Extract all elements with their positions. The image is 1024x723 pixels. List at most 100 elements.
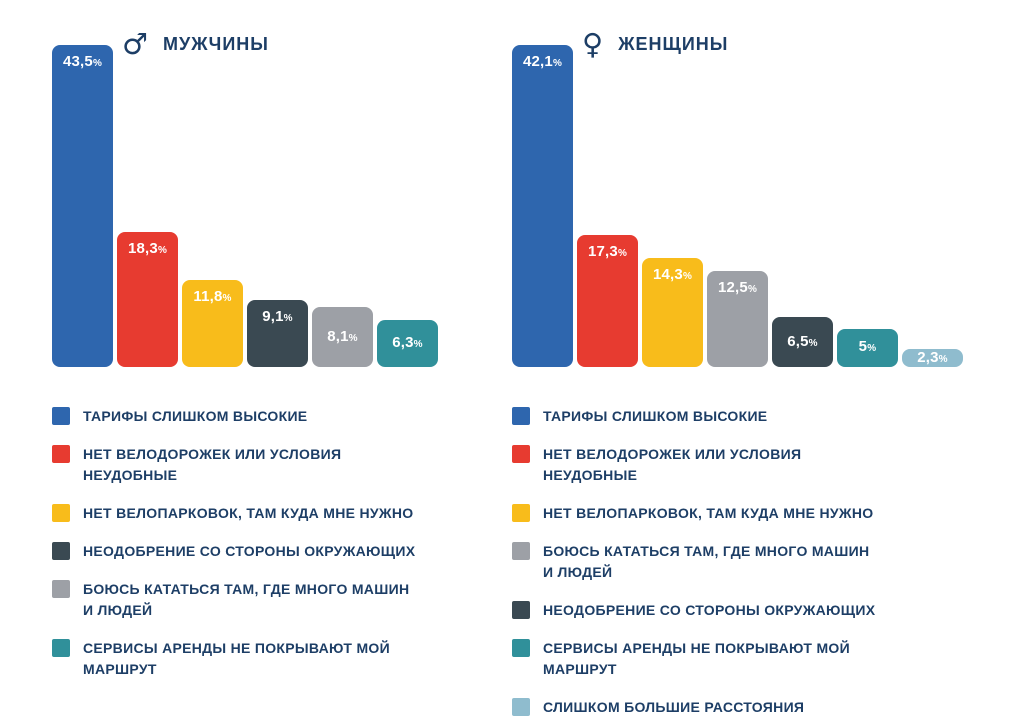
bar-value-label: 14,3% xyxy=(642,258,703,284)
bar-value-number: 2,3 xyxy=(917,349,939,367)
legend-swatch xyxy=(512,601,530,619)
legend-label: НЕОДОБРЕНИЕ СО СТОРОНЫ ОКРУЖАЮЩИХ xyxy=(543,602,876,618)
legend-item: СЛИШКОМ БОЛЬШИЕ РАССТОЯНИЯ xyxy=(512,697,977,718)
bar: 8,1% xyxy=(312,307,373,367)
bar-value-label: 18,3% xyxy=(117,232,178,258)
legend-label: НЕОДОБРЕНИЕ СО СТОРОНЫ ОКРУЖАЮЩИХ xyxy=(83,543,416,559)
bar-chart-women: ♀ ЖЕНЩИНЫ 42,1% 17,3% 14,3% 12,5% 6,5% 5% 2,3% xyxy=(512,0,977,368)
legend-swatch xyxy=(52,580,70,598)
bar: 11,8% xyxy=(182,279,243,367)
legend-item: НЕТ ВЕЛОПАРКОВОК, ТАМ КУДА МНЕ НУЖНО xyxy=(52,503,482,524)
bar: 18,3% xyxy=(117,231,178,367)
bar-value-number: 43,5 xyxy=(62,53,93,70)
bar-value-number: 11,8 xyxy=(193,287,223,305)
legend-swatch xyxy=(512,445,530,463)
chart-panel-women: ♀ ЖЕНЩИНЫ 42,1% 17,3% 14,3% 12,5% 6,5% 5% 2,3%… xyxy=(512,0,977,718)
legend-swatch xyxy=(512,542,530,560)
legend-item: СЕРВИСЫ АРЕНДЫ НЕ ПОКРЫВАЮТ МОЙ МАРШРУТ xyxy=(52,638,482,680)
percent-sign: % xyxy=(747,284,758,296)
chart-title-women: ♀ ЖЕНЩИНЫ xyxy=(582,30,728,59)
bar-value-label: 9,1% xyxy=(247,300,308,326)
legend-swatch xyxy=(52,504,70,522)
percent-sign: % xyxy=(808,337,818,349)
legend-item: СЕРВИСЫ АРЕНДЫ НЕ ПОКРЫВАЮТ МОЙ МАРШРУТ xyxy=(512,638,977,680)
legend-men: ТАРИФЫ СЛИШКОМ ВЫСОКИЕ НЕТ ВЕЛОДОРОЖЕК ИЛ… xyxy=(52,406,482,680)
percent-sign: % xyxy=(283,312,293,324)
legend-item: НЕТ ВЕЛОПАРКОВОК, ТАМ КУДА МНЕ НУЖНО xyxy=(512,503,977,524)
legend-label: СЕРВИСЫ АРЕНДЫ НЕ ПОКРЫВАЮТ МОЙ МАРШРУТ xyxy=(543,640,850,677)
bars-men: 43,5% 18,3% 11,8% 9,1% 8,1% 6,3% xyxy=(52,45,438,367)
bar: 5% xyxy=(837,328,898,367)
bar: 12,5% xyxy=(707,271,768,367)
legend-label: НЕТ ВЕЛОДОРОЖЕК ИЛИ УСЛОВИЯ НЕУДОБНЫЕ xyxy=(83,446,342,483)
percent-sign: % xyxy=(157,244,168,256)
bar: 14,3% xyxy=(642,257,703,367)
bar-value-number: 14,3 xyxy=(652,265,683,283)
percent-sign: % xyxy=(222,292,232,304)
legend-swatch xyxy=(512,639,530,657)
bar-value-label: 8,1% xyxy=(312,307,373,346)
bar-value-label: 6,5% xyxy=(772,317,833,350)
percent-sign: % xyxy=(617,247,628,259)
percent-sign: % xyxy=(92,58,103,69)
bar-value-number: 42,1 xyxy=(522,53,553,70)
bar: 42,1% xyxy=(512,45,573,367)
legend-swatch xyxy=(512,698,530,716)
legend-item: БОЮСЬ КАТАТЬСЯ ТАМ, ГДЕ МНОГО МАШИН И ЛЮ… xyxy=(512,541,977,583)
legend-swatch xyxy=(52,445,70,463)
bars-women: 42,1% 17,3% 14,3% 12,5% 6,5% 5% 2,3% xyxy=(512,45,963,367)
percent-sign: % xyxy=(348,332,358,344)
legend-label: ТАРИФЫ СЛИШКОМ ВЫСОКИЕ xyxy=(543,408,768,424)
chart-panel-men: ♂ МУЖЧИНЫ 43,5% 18,3% 11,8% 9,1% 8,1% 6,3% ТА… xyxy=(52,0,482,680)
bar-value-label: 17,3% xyxy=(577,235,638,261)
bar-value-label: 6,3% xyxy=(377,320,438,352)
legend-label: БОЮСЬ КАТАТЬСЯ ТАМ, ГДЕ МНОГО МАШИН И ЛЮ… xyxy=(83,581,410,618)
bar-value-number: 6,3 xyxy=(392,334,414,352)
bar: 6,5% xyxy=(772,317,833,367)
bar-value-number: 12,5 xyxy=(717,279,748,297)
legend-label: ТАРИФЫ СЛИШКОМ ВЫСОКИЕ xyxy=(83,408,308,424)
legend-item: НЕТ ВЕЛОДОРОЖЕК ИЛИ УСЛОВИЯ НЕУДОБНЫЕ xyxy=(52,444,482,486)
legend-label: НЕТ ВЕЛОПАРКОВОК, ТАМ КУДА МНЕ НУЖНО xyxy=(543,505,874,521)
legend-item: БОЮСЬ КАТАТЬСЯ ТАМ, ГДЕ МНОГО МАШИН И ЛЮ… xyxy=(52,579,482,621)
chart-title-men: ♂ МУЖЧИНЫ xyxy=(122,30,269,59)
legend-item: НЕОДОБРЕНИЕ СО СТОРОНЫ ОКРУЖАЮЩИХ xyxy=(512,600,977,621)
percent-sign: % xyxy=(413,339,423,351)
legend-women: ТАРИФЫ СЛИШКОМ ВЫСОКИЕ НЕТ ВЕЛОДОРОЖЕК ИЛ… xyxy=(512,406,977,718)
bar-value-number: 9,1 xyxy=(262,307,284,325)
chart-title-text: ЖЕНЩИНЫ xyxy=(618,34,729,54)
bar: 17,3% xyxy=(577,234,638,367)
bar-value-number: 5 xyxy=(858,338,868,356)
legend-swatch xyxy=(512,504,530,522)
percent-sign: % xyxy=(938,354,948,366)
percent-sign: % xyxy=(867,343,877,355)
bar-value-number: 6,5 xyxy=(787,332,809,350)
male-icon: ♂ xyxy=(122,27,148,61)
legend-item: ТАРИФЫ СЛИШКОМ ВЫСОКИЕ xyxy=(512,406,977,427)
bar-value-number: 18,3 xyxy=(127,239,158,257)
chart-title-text: МУЖЧИНЫ xyxy=(163,34,269,54)
legend-item: НЕОДОБРЕНИЕ СО СТОРОНЫ ОКРУЖАЮЩИХ xyxy=(52,541,482,562)
legend-label: НЕТ ВЕЛОДОРОЖЕК ИЛИ УСЛОВИЯ НЕУДОБНЫЕ xyxy=(543,446,802,483)
legend-swatch xyxy=(52,542,70,560)
legend-swatch xyxy=(512,407,530,425)
legend-label: СЕРВИСЫ АРЕНДЫ НЕ ПОКРЫВАЮТ МОЙ МАРШРУТ xyxy=(83,640,390,677)
legend-item: НЕТ ВЕЛОДОРОЖЕК ИЛИ УСЛОВИЯ НЕУДОБНЫЕ xyxy=(512,444,977,486)
bar-value-label: 12,5% xyxy=(707,271,768,297)
legend-swatch xyxy=(52,407,70,425)
bar-chart-men: ♂ МУЖЧИНЫ 43,5% 18,3% 11,8% 9,1% 8,1% 6,3% xyxy=(52,0,482,368)
percent-sign: % xyxy=(552,58,563,69)
legend-label: СЛИШКОМ БОЛЬШИЕ РАССТОЯНИЯ xyxy=(543,699,805,715)
bar-value-label: 42,1% xyxy=(512,45,573,71)
bar: 6,3% xyxy=(377,320,438,367)
bar-value-number: 8,1 xyxy=(327,327,349,345)
legend-swatch xyxy=(52,639,70,657)
female-icon: ♀ xyxy=(582,27,604,61)
bar: 2,3% xyxy=(902,349,963,367)
bar: 9,1% xyxy=(247,299,308,367)
legend-label: БОЮСЬ КАТАТЬСЯ ТАМ, ГДЕ МНОГО МАШИН И ЛЮ… xyxy=(543,543,870,580)
legend-item: ТАРИФЫ СЛИШКОМ ВЫСОКИЕ xyxy=(52,406,482,427)
bar-value-label: 43,5% xyxy=(52,45,113,71)
bar-value-label: 2,3% xyxy=(902,349,963,367)
bar-value-label: 5% xyxy=(837,329,898,357)
